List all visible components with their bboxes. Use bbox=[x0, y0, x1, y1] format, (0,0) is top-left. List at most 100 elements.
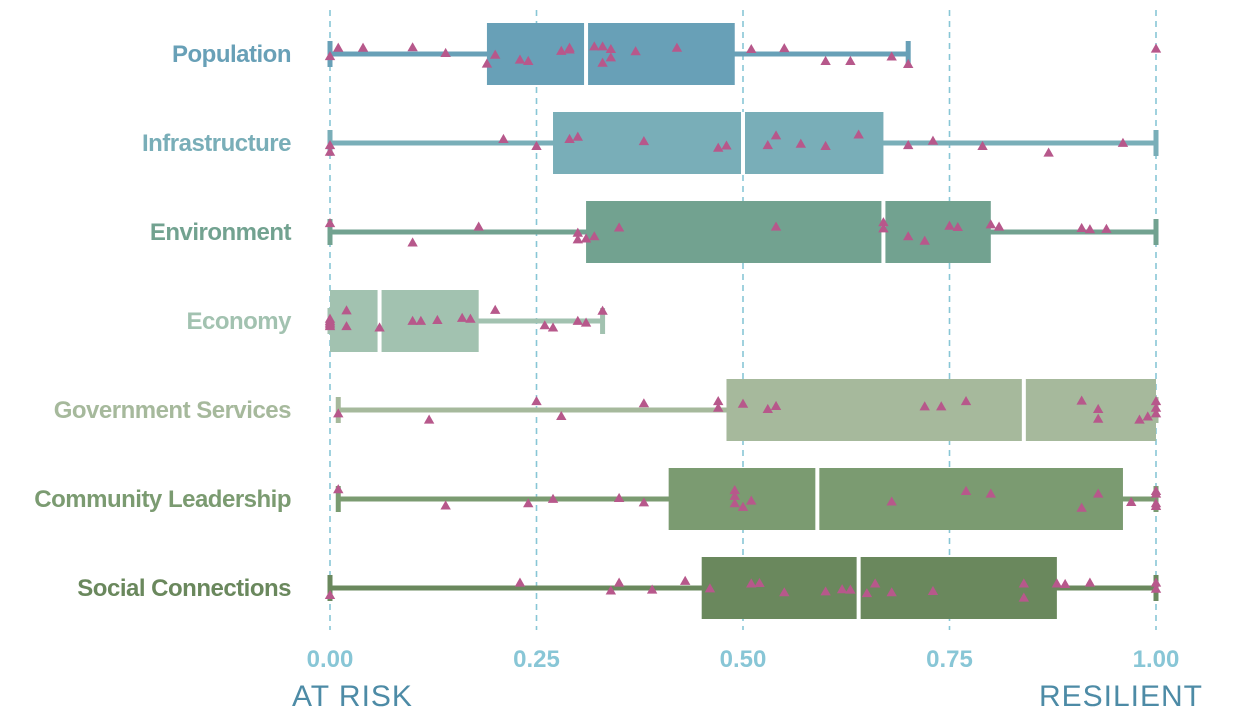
data-point bbox=[481, 58, 493, 68]
data-point bbox=[754, 577, 765, 588]
category-label: Economy bbox=[186, 308, 292, 335]
iqr-box bbox=[330, 290, 479, 352]
data-point bbox=[580, 233, 592, 243]
data-point bbox=[762, 403, 773, 414]
data-point bbox=[1150, 577, 1162, 587]
data-point bbox=[357, 42, 369, 52]
data-point bbox=[465, 313, 476, 323]
data-point bbox=[713, 396, 724, 406]
data-point bbox=[944, 220, 955, 230]
data-point bbox=[770, 221, 782, 231]
data-point bbox=[1150, 583, 1162, 593]
data-point bbox=[679, 575, 691, 585]
box-series bbox=[327, 23, 1159, 619]
data-point bbox=[374, 322, 385, 332]
data-point bbox=[1142, 411, 1153, 421]
data-point bbox=[490, 49, 501, 59]
data-point bbox=[589, 41, 600, 51]
data-point bbox=[779, 43, 790, 53]
data-point bbox=[613, 577, 625, 587]
data-point bbox=[845, 584, 856, 594]
data-point bbox=[820, 586, 831, 596]
data-point bbox=[333, 484, 344, 494]
data-point bbox=[869, 578, 881, 588]
data-point bbox=[820, 140, 831, 150]
data-point bbox=[985, 488, 996, 498]
data-point bbox=[1150, 488, 1162, 498]
data-point bbox=[572, 315, 583, 325]
data-point bbox=[547, 493, 559, 503]
data-point bbox=[903, 231, 914, 241]
data-point bbox=[903, 140, 914, 150]
data-point bbox=[341, 305, 352, 315]
x-axis-ticks: 0.00 0.25 0.50 0.75 1.00 bbox=[307, 646, 1180, 673]
data-point bbox=[324, 140, 336, 150]
data-point bbox=[498, 133, 509, 143]
data-point bbox=[721, 140, 732, 150]
x-tick-label: 0.75 bbox=[926, 646, 973, 673]
data-point bbox=[861, 588, 873, 598]
data-point bbox=[597, 305, 608, 315]
data-point bbox=[836, 584, 848, 594]
data-point bbox=[572, 131, 583, 141]
category-labels: Population Infrastructure Environment Econo… bbox=[34, 41, 292, 602]
data-point bbox=[1126, 496, 1137, 506]
data-point bbox=[531, 396, 542, 406]
data-point bbox=[646, 584, 658, 594]
data-point bbox=[333, 408, 344, 418]
data-point bbox=[1150, 500, 1162, 510]
iqr-box bbox=[668, 468, 1123, 530]
data-point bbox=[638, 398, 650, 408]
data-point bbox=[1059, 578, 1071, 588]
data-point bbox=[531, 140, 542, 150]
category-label: Community Leadership bbox=[34, 486, 291, 513]
data-point bbox=[762, 140, 773, 150]
data-point bbox=[729, 485, 740, 495]
data-point bbox=[936, 401, 947, 411]
data-point bbox=[1092, 413, 1104, 423]
data-point bbox=[1018, 578, 1030, 588]
data-point bbox=[539, 320, 550, 330]
data-point bbox=[514, 54, 526, 64]
data-point bbox=[886, 51, 897, 61]
data-point bbox=[1051, 578, 1063, 588]
box-group bbox=[327, 201, 1159, 263]
data-point bbox=[580, 317, 592, 327]
data-point bbox=[746, 495, 757, 505]
data-point bbox=[490, 304, 501, 314]
data-point bbox=[572, 234, 583, 244]
data-point bbox=[878, 217, 889, 227]
data-point bbox=[713, 402, 724, 412]
data-point bbox=[1084, 224, 1096, 234]
data-point bbox=[440, 500, 451, 510]
data-point bbox=[737, 398, 749, 408]
data-point bbox=[572, 227, 583, 237]
data-point bbox=[456, 312, 468, 322]
data-point bbox=[605, 585, 617, 595]
data-point bbox=[985, 219, 996, 229]
data-point bbox=[1076, 395, 1087, 405]
data-point bbox=[1092, 403, 1104, 414]
data-point bbox=[514, 577, 526, 587]
data-point bbox=[770, 400, 782, 410]
data-point bbox=[779, 587, 790, 597]
data-point bbox=[605, 43, 617, 54]
data-point bbox=[407, 42, 418, 52]
data-point bbox=[878, 223, 889, 233]
data-point bbox=[1150, 396, 1162, 406]
box-group bbox=[335, 379, 1159, 441]
data-point bbox=[1018, 592, 1030, 602]
data-point bbox=[1117, 137, 1129, 147]
data-point bbox=[1043, 147, 1054, 157]
iqr-box bbox=[701, 557, 1057, 619]
x-tick-label: 0.00 bbox=[307, 646, 354, 673]
data-point bbox=[324, 218, 336, 228]
data-point bbox=[407, 315, 418, 325]
box-group bbox=[327, 557, 1159, 619]
data-point bbox=[638, 136, 650, 146]
data-point bbox=[1134, 414, 1145, 424]
data-point bbox=[770, 130, 782, 140]
data-point bbox=[704, 583, 716, 593]
data-point bbox=[977, 140, 988, 150]
